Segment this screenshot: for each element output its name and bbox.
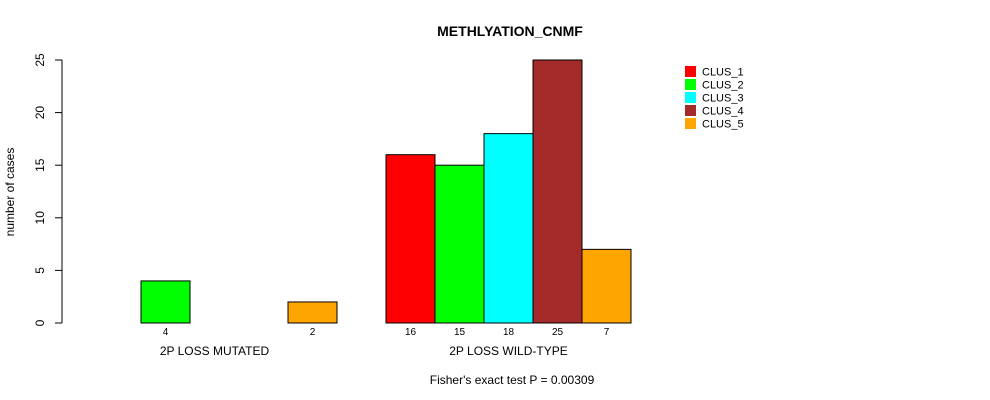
bar-clus-2-group-2 (434, 164, 485, 324)
category-label: 2P LOSS WILD-TYPE (449, 344, 567, 358)
y-axis-ticks: 0 5 10 15 20 25 (33, 53, 62, 326)
legend-label: CLUS_2 (702, 80, 744, 92)
bar-clus-3-group-2 (483, 133, 534, 324)
bar-clus-1-group-2 (385, 154, 436, 324)
legend-swatch (685, 92, 696, 103)
legend-label: CLUS_4 (702, 106, 744, 118)
bar-count-label: 2 (310, 327, 316, 338)
y-tick-label: 15 (33, 158, 47, 172)
chart-title: METHLYATION_CNMF (437, 23, 583, 39)
legend-swatch (685, 66, 696, 77)
y-tick-label: 25 (33, 53, 47, 67)
fisher-test-footnote: Fisher's exact test P = 0.00309 (430, 373, 595, 387)
legend-label: CLUS_3 (702, 93, 744, 105)
count-labels: 4 2 16 15 18 25 7 (163, 327, 610, 338)
y-axis-label: number of cases (3, 148, 17, 237)
legend-label: CLUS_1 (702, 67, 744, 79)
bar-count-label: 4 (163, 327, 169, 338)
bar-count-label: 25 (552, 327, 564, 338)
bar-count-label: 18 (503, 327, 515, 338)
bar-clus-5-group-1 (287, 301, 338, 324)
legend-swatch (685, 79, 696, 90)
y-tick-label: 0 (33, 319, 47, 326)
bar-count-label: 16 (405, 327, 417, 338)
bar-count-label: 15 (454, 327, 466, 338)
bars (140, 59, 632, 324)
y-tick-label: 20 (33, 106, 47, 120)
legend-swatch (685, 105, 696, 116)
bar-clus-5-group-2 (581, 248, 632, 324)
bar-clus-2-group-1 (140, 280, 191, 324)
legend-swatch (685, 118, 696, 129)
bar-count-label: 7 (604, 327, 610, 338)
category-label: 2P LOSS MUTATED (160, 344, 270, 358)
legend-label: CLUS_5 (702, 119, 744, 131)
group-labels: 2P LOSS MUTATED 2P LOSS WILD-TYPE (160, 344, 568, 358)
bar-clus-4-group-2 (532, 59, 583, 324)
y-tick-label: 10 (33, 211, 47, 225)
y-tick-label: 5 (33, 267, 47, 274)
